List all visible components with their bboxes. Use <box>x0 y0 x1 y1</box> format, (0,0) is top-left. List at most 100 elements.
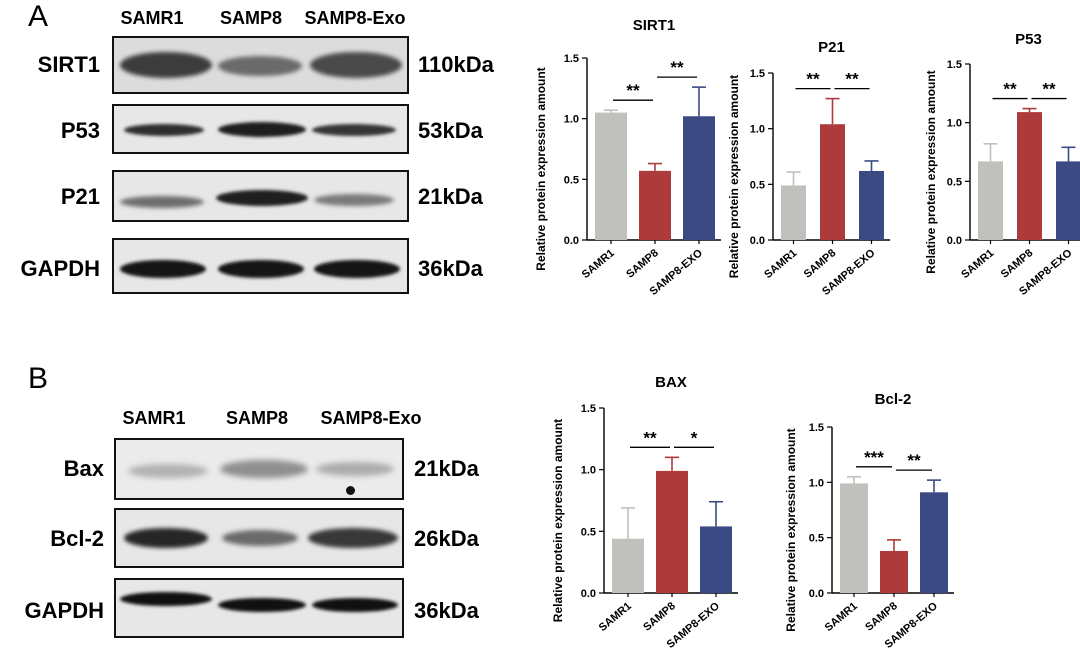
chart-title: SIRT1 <box>633 17 676 34</box>
chart-title: Bcl-2 <box>875 391 912 408</box>
y-tick-label: 1.5 <box>947 59 962 71</box>
significance-label: * <box>691 428 698 447</box>
band <box>314 260 400 278</box>
panel-a-label-p53: P53 <box>60 118 100 143</box>
y-axis-label: Relative protein expression amount <box>551 419 565 622</box>
panel-a-letter: A <box>28 0 49 33</box>
significance-label: *** <box>864 448 884 467</box>
bar-samp8-exo <box>1056 161 1080 240</box>
bar-samp8-exo <box>859 170 884 240</box>
significance-label: ** <box>643 428 657 447</box>
x-tick-label: SAMP8 <box>802 247 839 281</box>
significance-label: ** <box>670 58 684 77</box>
y-axis-label: Relative protein expression amount <box>784 428 798 631</box>
significance-label: ** <box>626 81 640 100</box>
panel-a-label-p21: P21 <box>60 184 100 209</box>
y-tick-label: 0.0 <box>581 588 596 600</box>
band <box>124 124 204 136</box>
band <box>218 260 304 278</box>
y-tick-label: 1.0 <box>947 118 962 130</box>
panel-a-kda-p53: 53kDa <box>418 118 483 143</box>
y-tick-label: 1.5 <box>564 53 579 65</box>
bar-samp8 <box>880 550 908 593</box>
panel-b-blot-bax <box>114 438 404 500</box>
panel-a-lane-samp8: SAMP8 <box>219 8 282 28</box>
y-tick-label: 0.0 <box>564 235 579 247</box>
panel-a-label-gapdh: GAPDH <box>20 256 100 281</box>
y-tick-label: 0.0 <box>750 235 765 247</box>
panel-b-blot-bcl2 <box>114 508 404 568</box>
band <box>222 530 298 546</box>
x-tick-label: SAMP8 <box>641 600 678 634</box>
bar-samr1 <box>840 483 868 593</box>
panel-b-label-gapdh: GAPDH <box>24 598 104 623</box>
y-tick-label: 0.5 <box>581 526 596 538</box>
panel-b-kda-bax: 21kDa <box>414 456 479 481</box>
significance-label: ** <box>1042 80 1056 99</box>
bar-samp8-exo <box>683 116 715 240</box>
band <box>218 598 306 612</box>
band <box>346 486 355 495</box>
y-tick-label: 1.0 <box>581 465 596 477</box>
significance-label: ** <box>845 70 859 89</box>
bar-samr1 <box>612 538 644 593</box>
panel-a-kda-gapdh: 36kDa <box>418 256 483 281</box>
significance-label: ** <box>1003 80 1017 99</box>
band <box>120 52 212 78</box>
chart-title: P53 <box>1015 31 1042 48</box>
bar-samp8 <box>820 124 845 240</box>
y-tick-label: 1.0 <box>564 114 579 126</box>
bar-samr1 <box>978 161 1003 240</box>
panel-b-label-bcl2: Bcl-2 <box>50 526 104 551</box>
bar-samp8 <box>656 470 688 593</box>
band <box>218 122 306 137</box>
x-tick-label: SAMP8 <box>863 600 900 634</box>
x-tick-label: SAMR1 <box>597 600 634 634</box>
band <box>310 52 402 78</box>
panel-b-kda-gapdh: 36kDa <box>414 598 479 623</box>
x-tick-label: SAMR1 <box>580 247 617 281</box>
y-tick-label: 0.5 <box>947 176 962 188</box>
y-tick-label: 0.0 <box>947 235 962 247</box>
panel-b-lane-samp8: SAMP8 <box>225 408 288 428</box>
y-axis-label: Relative protein expression amount <box>727 75 741 278</box>
band <box>316 462 394 476</box>
band <box>124 528 208 548</box>
panel-b-lane-samr1: SAMR1 <box>122 408 186 428</box>
panel-a-blot-sirt1 <box>112 36 409 94</box>
y-tick-label: 1.0 <box>809 477 824 489</box>
y-tick-label: 1.5 <box>581 403 596 415</box>
y-tick-label: 0.5 <box>750 179 765 191</box>
panel-b-letter: B <box>28 362 49 395</box>
x-tick-label: SAMR1 <box>823 600 860 634</box>
band <box>120 260 206 278</box>
band <box>308 528 398 548</box>
panel-a-blot-p21 <box>112 170 409 222</box>
y-tick-label: 1.0 <box>750 124 765 136</box>
panel-b-label-bax: Bax <box>63 456 104 481</box>
panel-b-lane-samp8-exo: SAMP8-Exo <box>320 408 422 428</box>
y-tick-label: 0.5 <box>564 174 579 186</box>
x-tick-label: SAMR1 <box>762 247 799 281</box>
band <box>312 124 396 136</box>
band <box>314 194 394 206</box>
x-tick-label: SAMP8 <box>624 247 661 281</box>
significance-label: ** <box>907 451 921 470</box>
bar-samp8-exo <box>700 526 732 593</box>
x-tick-label: SAMP8 <box>999 247 1036 281</box>
band <box>312 598 398 612</box>
bar-samp8 <box>639 170 671 240</box>
chart-title: BAX <box>655 374 687 391</box>
y-axis-label: Relative protein expression amount <box>924 70 938 273</box>
bar-samr1 <box>781 185 806 240</box>
panel-b-blot-gapdh <box>114 578 404 638</box>
y-tick-label: 0.0 <box>809 588 824 600</box>
y-tick-label: 0.5 <box>809 533 824 545</box>
band <box>128 464 208 478</box>
band <box>218 56 302 76</box>
significance-label: ** <box>806 70 820 89</box>
band <box>220 460 308 478</box>
panel-a-label-sirt1: SIRT1 <box>37 52 100 77</box>
panel-a-lane-samp8-exo: SAMP8-Exo <box>304 8 406 28</box>
